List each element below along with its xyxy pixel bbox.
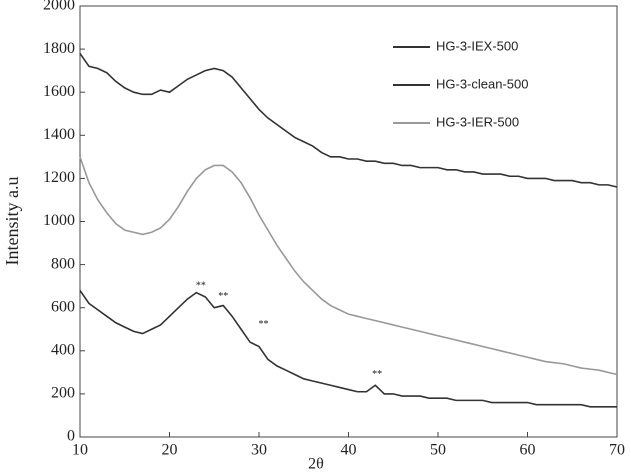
series-line: [79, 290, 617, 408]
plot-frame: [79, 5, 618, 438]
legend-label: HG-3-IER-500: [436, 114, 519, 129]
x-tick-label: 70: [609, 442, 625, 459]
y-tick-label: 1800: [43, 40, 75, 57]
y-tick-label: 2000: [43, 0, 75, 14]
x-tick-label: 20: [162, 442, 178, 459]
series-line: [79, 156, 618, 376]
x-tick-label: 40: [341, 442, 357, 459]
annotation: **: [218, 291, 228, 302]
y-tick-label: 0: [67, 428, 75, 445]
annotation: **: [258, 319, 268, 330]
y-tick-label: 400: [51, 341, 75, 358]
x-tick-label: 60: [520, 442, 536, 459]
x-tick-label: 50: [430, 442, 446, 459]
x-tick-label: 10: [72, 442, 88, 459]
y-tick-label: 1400: [43, 126, 75, 143]
y-tick-label: 1200: [43, 169, 75, 186]
annotation: **: [196, 280, 206, 291]
y-tick-label: 1600: [43, 83, 75, 100]
annotation: **: [372, 369, 382, 380]
y-tick-label: 800: [51, 255, 75, 272]
legend-label: HG-3-IEX-500: [436, 38, 518, 53]
x-axis-label: 2θ: [308, 456, 324, 473]
legend-label: HG-3-clean-500: [436, 76, 529, 91]
series-line: [79, 52, 618, 188]
x-tick-label: 30: [251, 442, 267, 459]
y-tick-label: 600: [51, 298, 75, 315]
y-tick-label: 200: [51, 385, 75, 402]
y-axis-label: Intensity a.u: [2, 177, 22, 266]
y-tick-label: 1000: [43, 212, 75, 229]
